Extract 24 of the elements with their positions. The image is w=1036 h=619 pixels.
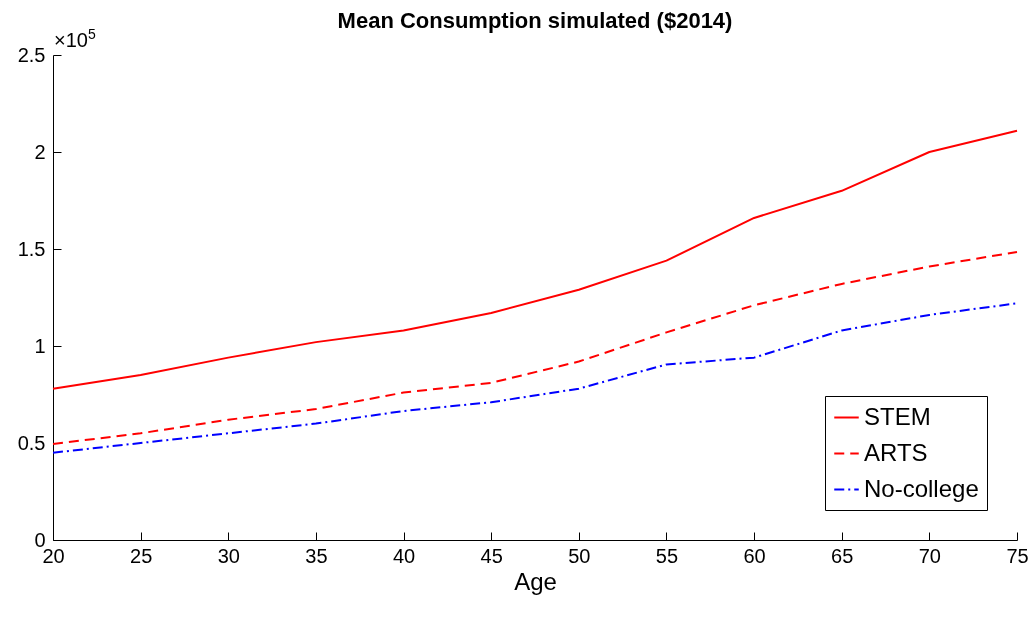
x-tick-label: 35 — [305, 544, 328, 567]
legend-label: No-college — [864, 474, 979, 502]
y-tick-label: 1.5 — [17, 237, 46, 260]
y-tick-label: 2.5 — [17, 43, 46, 66]
x-tick-label: 50 — [568, 544, 591, 567]
x-tick-label: 75 — [1006, 544, 1029, 567]
y-tick-label: 1 — [34, 334, 46, 357]
text: ×10$^{5}$ — [54, 26, 96, 52]
line-series — [52, 129, 1018, 390]
x-tick-label: 60 — [743, 544, 766, 567]
line-series — [52, 250, 1018, 445]
legend-label: ARTS — [864, 438, 928, 466]
chart-title: Mean Consumption simulated ($2014) — [337, 8, 733, 33]
x-tick-label: 70 — [918, 544, 941, 567]
x-tick-label: 55 — [655, 544, 679, 567]
x-tick-label: 65 — [831, 544, 854, 567]
legend-label: STEM — [864, 402, 931, 430]
y-tick-label: 2 — [34, 140, 46, 163]
x-tick-label: 25 — [130, 544, 153, 567]
x-tick-label: 30 — [217, 544, 240, 567]
y-tick-label: 0.5 — [17, 431, 46, 454]
x-tick-label: 40 — [392, 544, 416, 567]
x-tick-label: 45 — [480, 544, 503, 567]
x-axis-title: Age — [514, 567, 557, 595]
